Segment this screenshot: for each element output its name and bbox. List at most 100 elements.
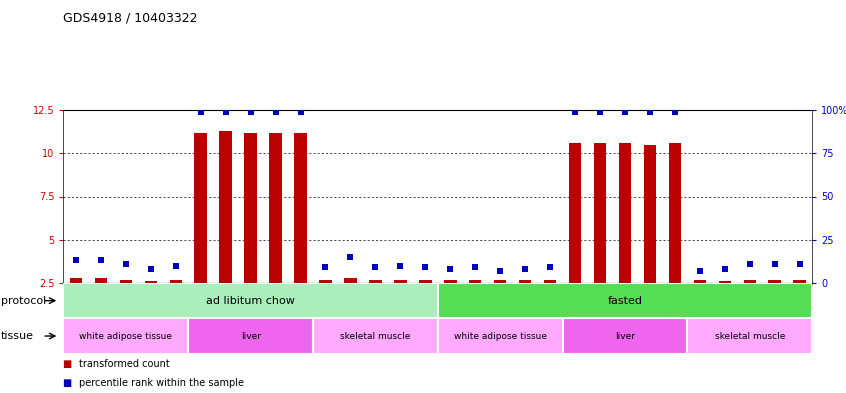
Point: [443, 266, 457, 272]
Bar: [437, 318, 563, 354]
Text: skeletal muscle: skeletal muscle: [340, 332, 410, 340]
Bar: [188, 318, 313, 354]
Bar: [288, 283, 313, 285]
Text: fasted: fasted: [607, 296, 642, 306]
Bar: [63, 283, 437, 318]
Point: [519, 266, 532, 272]
Text: transformed count: transformed count: [79, 358, 169, 369]
Bar: [113, 283, 138, 285]
Text: ad libitum chow: ad libitum chow: [206, 296, 295, 306]
Point: [244, 108, 257, 115]
Text: white adipose tissue: white adipose tissue: [453, 332, 547, 340]
Bar: [369, 279, 382, 283]
Bar: [413, 283, 437, 285]
Point: [493, 268, 507, 274]
Bar: [544, 279, 557, 283]
Point: [119, 261, 133, 267]
Text: ■: ■: [63, 358, 76, 369]
Bar: [238, 283, 263, 285]
Point: [569, 108, 582, 115]
Bar: [594, 143, 607, 283]
Bar: [269, 132, 282, 283]
Bar: [63, 318, 188, 354]
Bar: [637, 283, 662, 285]
Bar: [213, 283, 238, 285]
Bar: [387, 283, 413, 285]
Bar: [319, 279, 332, 283]
Point: [219, 108, 233, 115]
Bar: [294, 132, 307, 283]
Bar: [618, 143, 631, 283]
Bar: [419, 279, 431, 283]
Point: [643, 108, 656, 115]
Text: GDS4918 / 10403322: GDS4918 / 10403322: [63, 12, 198, 25]
Text: liver: liver: [615, 332, 635, 340]
Bar: [469, 279, 481, 283]
Point: [469, 264, 482, 270]
Bar: [569, 143, 581, 283]
Point: [543, 264, 557, 270]
Bar: [463, 283, 487, 285]
Bar: [394, 279, 407, 283]
Point: [693, 268, 706, 274]
Bar: [338, 283, 363, 285]
Bar: [363, 283, 387, 285]
Bar: [195, 132, 207, 283]
Bar: [88, 283, 113, 285]
Bar: [662, 283, 687, 285]
Bar: [313, 283, 338, 285]
Bar: [694, 279, 706, 283]
Point: [419, 264, 432, 270]
Bar: [712, 283, 737, 285]
Text: tissue: tissue: [1, 331, 34, 341]
Point: [144, 266, 157, 272]
Bar: [263, 283, 288, 285]
Bar: [687, 283, 712, 285]
Point: [269, 108, 283, 115]
Bar: [768, 279, 781, 283]
Bar: [787, 283, 812, 285]
Bar: [563, 283, 587, 285]
Bar: [668, 143, 681, 283]
Bar: [762, 283, 787, 285]
Bar: [737, 283, 762, 285]
Point: [343, 254, 357, 260]
Text: liver: liver: [240, 332, 261, 340]
Bar: [69, 278, 82, 283]
Text: ■: ■: [63, 378, 76, 388]
Text: percentile rank within the sample: percentile rank within the sample: [79, 378, 244, 388]
Bar: [613, 283, 637, 285]
Point: [94, 257, 107, 264]
Point: [743, 261, 756, 267]
Point: [319, 264, 332, 270]
Text: white adipose tissue: white adipose tissue: [80, 332, 173, 340]
Point: [194, 108, 207, 115]
Bar: [188, 283, 213, 285]
Bar: [63, 283, 88, 285]
Bar: [563, 318, 687, 354]
Point: [69, 257, 83, 264]
Point: [793, 261, 806, 267]
Bar: [537, 283, 563, 285]
Point: [593, 108, 607, 115]
Bar: [169, 279, 182, 283]
Bar: [519, 279, 531, 283]
Point: [294, 108, 307, 115]
Text: skeletal muscle: skeletal muscle: [715, 332, 785, 340]
Bar: [219, 131, 232, 283]
Bar: [494, 279, 507, 283]
Point: [718, 266, 732, 272]
Point: [369, 264, 382, 270]
Bar: [145, 281, 157, 283]
Bar: [744, 279, 756, 283]
Point: [618, 108, 632, 115]
Text: protocol: protocol: [1, 296, 46, 306]
Bar: [313, 318, 437, 354]
Bar: [687, 318, 812, 354]
Point: [169, 263, 183, 269]
Bar: [513, 283, 537, 285]
Bar: [95, 278, 107, 283]
Bar: [794, 279, 806, 283]
Bar: [718, 281, 731, 283]
Bar: [644, 145, 656, 283]
